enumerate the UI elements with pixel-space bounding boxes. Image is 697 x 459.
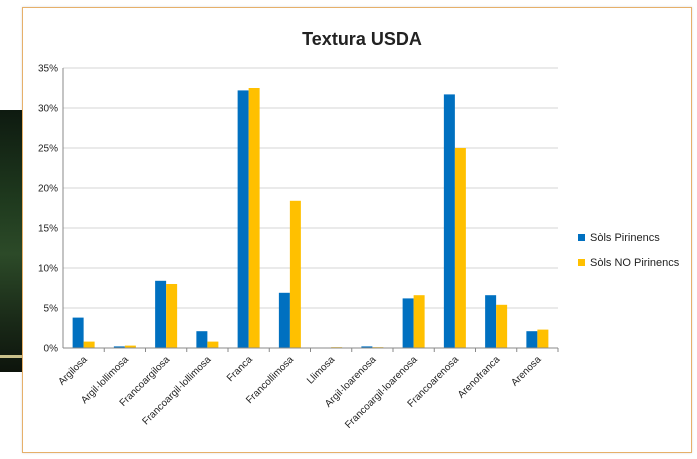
bar [454, 148, 466, 348]
y-tick-label: 30% [38, 104, 58, 115]
x-tick-label: Arenofranca [456, 354, 503, 401]
bars [72, 88, 549, 349]
bar [237, 90, 249, 349]
x-tick-label: Argilosa [56, 354, 90, 388]
bar [485, 295, 497, 348]
legend-swatch [578, 234, 585, 241]
chart-frame: Textura USDA 0% 5% 10% 15% 20% 25% 30% 35% Argi… [22, 7, 692, 453]
y-tick-label: 5% [44, 304, 59, 315]
y-tick-label: 15% [38, 224, 58, 235]
bar [72, 317, 84, 348]
bar [402, 298, 414, 348]
y-tick-label: 25% [38, 144, 58, 155]
x-tick-label: Francoargil·lollimosa [140, 354, 213, 427]
bar [278, 292, 290, 348]
y-tick-label: 0% [44, 344, 59, 355]
x-tick-labels: ArgilosaArgil·lollimosaFrancoargilosaFra… [56, 354, 543, 431]
bar-chart: Textura USDA 0% 5% 10% 15% 20% 25% 30% 35% Argi… [38, 29, 680, 431]
bar [537, 329, 549, 348]
y-tick-label: 35% [38, 64, 58, 75]
bar [496, 304, 508, 348]
bar [155, 280, 167, 348]
chart-title: Textura USDA [302, 29, 422, 49]
bar [207, 341, 219, 348]
bar [83, 341, 95, 348]
gridlines [63, 67, 558, 309]
x-tick-label: Arenosa [509, 354, 543, 388]
x-tick-label: Franca [225, 354, 255, 384]
bar [113, 346, 125, 348]
y-tick-label: 10% [38, 264, 58, 275]
bar [124, 345, 136, 348]
background-photo-strip [0, 110, 22, 372]
legend-entry: Sòls NO Pirinencs [590, 257, 680, 269]
bar [289, 200, 301, 348]
legend: Sòls Pirinencs Sòls NO Pirinencs [578, 232, 680, 269]
bar [248, 88, 260, 348]
axes [62, 68, 559, 352]
bar [413, 295, 425, 348]
bar [526, 331, 538, 348]
legend-swatch [578, 259, 585, 266]
x-tick-label: Francoargil·loarenosa [343, 354, 420, 431]
bar [361, 346, 373, 348]
bar [443, 94, 455, 349]
legend-entry: Sòls Pirinencs [590, 232, 660, 244]
x-tick-label: Llimosa [305, 354, 337, 386]
y-tick-label: 20% [38, 184, 58, 195]
bar [166, 284, 178, 348]
y-tick-labels: 0% 5% 10% 15% 20% 25% 30% 35% [38, 64, 58, 355]
bar [196, 331, 208, 348]
